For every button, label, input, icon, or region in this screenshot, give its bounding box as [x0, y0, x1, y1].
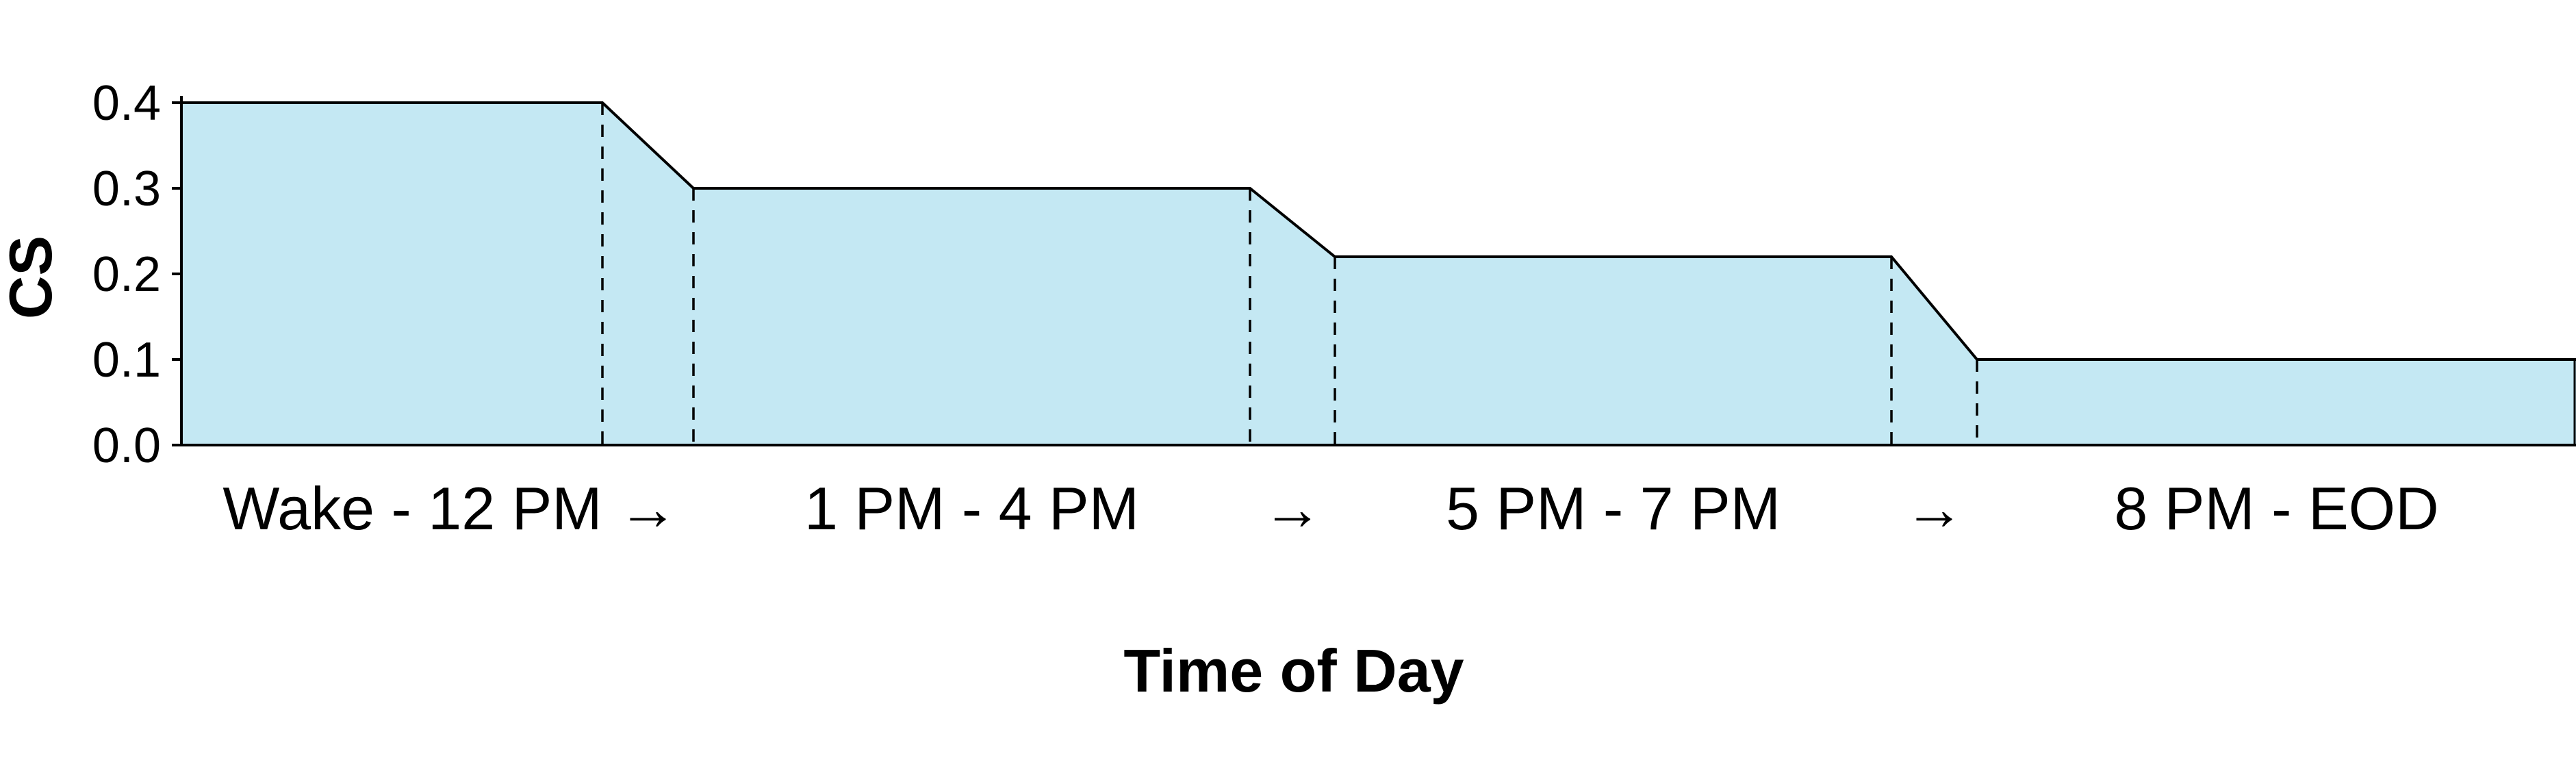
x-category-label: 5 PM - 7 PM [1446, 475, 1781, 542]
transition-arrow-label: → [1904, 475, 1965, 542]
y-tick-label: 0.3 [92, 162, 161, 216]
y-tick-label: 0.1 [92, 333, 161, 388]
y-axis-title: CS [0, 236, 64, 319]
x-axis-title: Time of Day [1123, 637, 1464, 705]
cs-line [181, 101, 2576, 361]
area-layer [181, 101, 2576, 445]
x-category-label: 8 PM - EOD [2114, 475, 2438, 542]
y-tick-label: 0.4 [92, 76, 161, 131]
axis-layer [172, 96, 2576, 446]
y-tick-label: 0.2 [92, 247, 161, 302]
y-tick-label: 0.0 [92, 418, 161, 473]
transition-dash-layer [601, 103, 1978, 445]
label-layer: Time of Day CS 0.0 0.1 0.2 0.3 0.4 Wake - 12 … [0, 76, 2439, 705]
transition-arrow-label: → [618, 475, 678, 542]
x-category-label: Wake - 12 PM [222, 475, 602, 542]
x-category-label: 1 PM - 4 PM [804, 475, 1139, 542]
cs-area-fill [181, 103, 2576, 445]
transition-arrow-label: → [1262, 475, 1323, 542]
